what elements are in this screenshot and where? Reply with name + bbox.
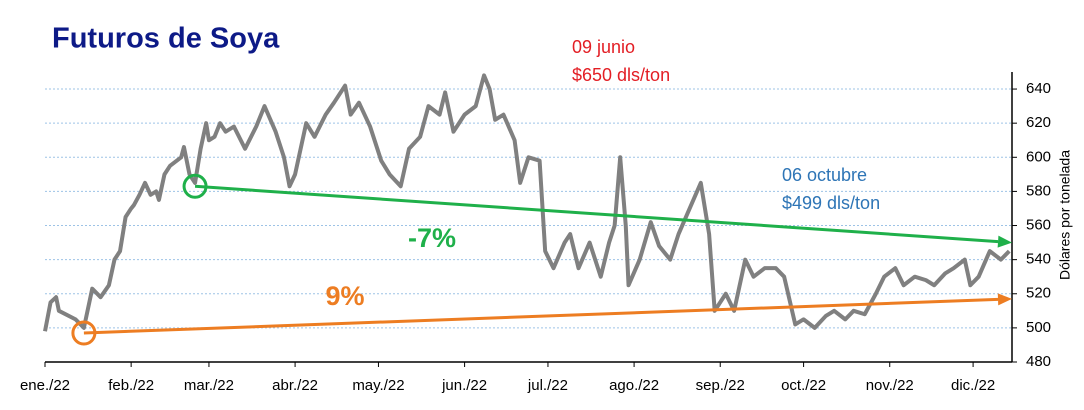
chart-title: Futuros de Soya: [52, 23, 280, 55]
x-tick-label: oct./22: [781, 377, 826, 394]
y-tick-label: 500: [1026, 319, 1051, 336]
x-tick-label: sep./22: [696, 377, 745, 394]
annotation: 09 junio: [572, 37, 635, 57]
x-tick-label: ene./22: [20, 377, 70, 394]
trend-arrowhead: [997, 235, 1012, 248]
y-axis-label: Dólares por tonelada: [1057, 150, 1073, 280]
trend-start-marker: [182, 173, 208, 199]
trend-arrowhead: [997, 293, 1012, 306]
x-tick-label: jul./22: [527, 377, 568, 394]
annotation: $650 dls/ton: [572, 65, 670, 85]
x-tick-label: nov./22: [866, 377, 914, 394]
y-tick-label: 640: [1026, 80, 1051, 97]
y-tick-label: 580: [1026, 182, 1051, 199]
y-tick-label: 560: [1026, 216, 1051, 233]
annotation: $499 dls/ton: [782, 193, 880, 213]
x-tick-label: feb./22: [108, 377, 154, 394]
trend-label: 9%: [325, 281, 364, 311]
x-tick-label: may./22: [352, 377, 404, 394]
trend-line: [83, 297, 999, 335]
y-tick-label: 540: [1026, 251, 1051, 268]
y-tick-label: 600: [1026, 148, 1051, 165]
y-tick-label: 520: [1026, 285, 1051, 302]
x-tick-label: dic./22: [951, 377, 995, 394]
y-tick-label: 480: [1026, 353, 1051, 370]
trend-line: [194, 184, 999, 244]
x-tick-label: jun./22: [441, 377, 487, 394]
trend-label: -7%: [408, 223, 456, 253]
annotation: 06 octubre: [782, 165, 867, 185]
x-tick-label: abr./22: [272, 377, 318, 394]
trend-start-marker: [71, 320, 97, 346]
x-tick-label: mar./22: [184, 377, 234, 394]
y-tick-label: 620: [1026, 114, 1051, 131]
series-line: [43, 73, 1011, 332]
x-tick-label: ago./22: [609, 377, 659, 394]
